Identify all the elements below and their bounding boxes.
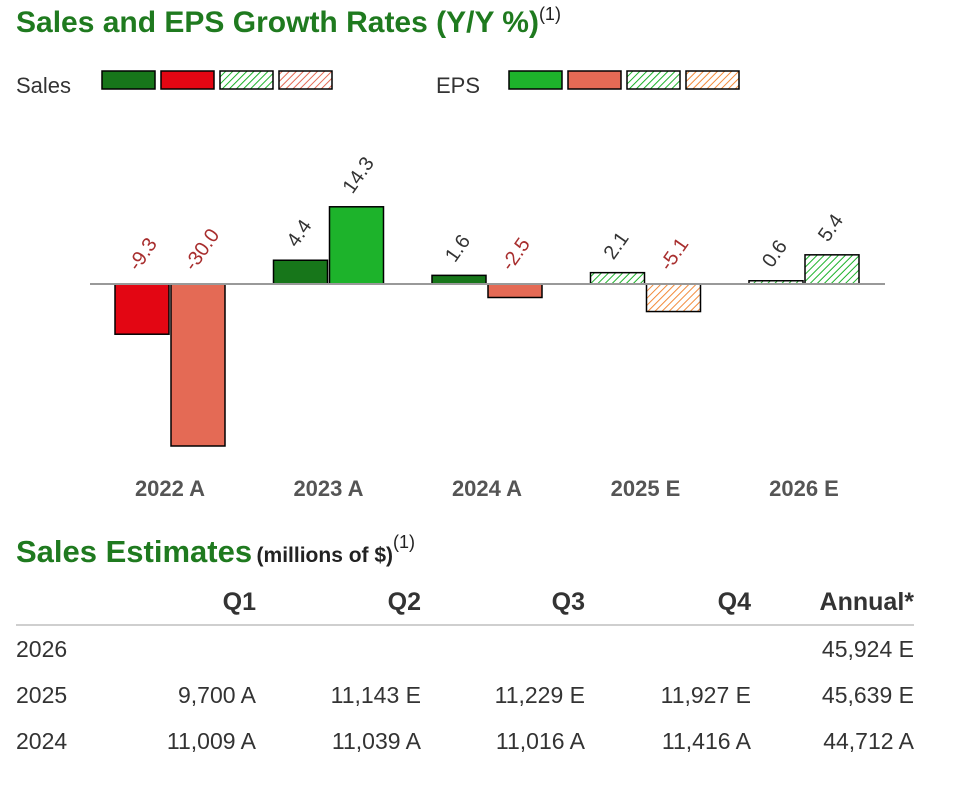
- legend-swatch-sales-actual-neg: [160, 70, 215, 90]
- table-cell: 45,924 E: [821, 635, 914, 662]
- table-cell: 2026: [16, 635, 68, 662]
- table-cell: 45,639 E: [821, 681, 914, 708]
- data-label-sales-4: 0.6: [758, 236, 792, 271]
- chart-bars: [114, 206, 860, 447]
- x-tick-label: 2022 A: [135, 476, 205, 501]
- table-cell: 11,927 E: [660, 681, 751, 708]
- bar-sales-0: [114, 283, 170, 335]
- table-header: Q3: [421, 580, 585, 626]
- legend-eps-label: EPS: [436, 73, 481, 98]
- data-label-eps-4: 5.4: [814, 210, 848, 245]
- growth-bar-chart: -9.3 -30.0 2022 A 4.4 14.3 2023 A 1.6 -2.5 2024 …: [90, 153, 885, 501]
- bar-sales-2: [431, 274, 487, 285]
- sales-estimates-table: Q1 Q2 Q3 Q4 Annual* 2026 45,924 E 2025 9…: [16, 580, 914, 764]
- table-cell: 11,016 A: [495, 727, 585, 754]
- table-cell: 11,229 E: [494, 681, 585, 708]
- bar-sales-3: [589, 271, 646, 285]
- legend-sales-label: Sales: [16, 73, 72, 98]
- legend-swatch-sales-actual-pos: [101, 70, 156, 90]
- table-header-row: Q1 Q2 Q3 Q4 Annual*: [16, 580, 914, 626]
- x-tick-label: 2023 A: [293, 476, 363, 501]
- table-cell: [421, 625, 585, 672]
- chart-title: Sales and EPS Growth Rates (Y/Y %)(1): [16, 4, 561, 39]
- legend-swatch-eps-actual-neg: [567, 70, 622, 90]
- table-header: Q1: [86, 580, 256, 626]
- bar-sales-1: [272, 259, 329, 285]
- legend-swatch-eps-est-neg: [685, 70, 740, 90]
- bar-eps-3: [645, 283, 702, 313]
- data-label-sales-2: 1.6: [441, 231, 475, 266]
- data-label-sales-3: 2.1: [600, 228, 634, 263]
- bar-eps-4: [804, 254, 860, 285]
- bar-eps-1: [328, 206, 385, 285]
- table-cell: [256, 625, 421, 672]
- legend-swatch-sales-est-pos: [219, 70, 274, 90]
- data-label-sales-1: 4.4: [283, 216, 317, 251]
- chart-labels: -9.3 -30.0 2022 A 4.4 14.3 2023 A 1.6 -2.5 2024 …: [124, 153, 848, 501]
- table-header: Q4: [585, 580, 751, 626]
- data-label-eps-2: -2.5: [497, 234, 535, 275]
- sales-estimates-footnote: (1): [393, 532, 416, 552]
- table-cell: 11,039 A: [331, 727, 421, 754]
- data-label-eps-1: 14.3: [339, 153, 379, 198]
- table-cell: 2024: [16, 727, 68, 754]
- table-row: 2026 45,924 E: [16, 625, 914, 672]
- x-tick-label: 2025 E: [611, 476, 681, 501]
- table-header: [16, 580, 86, 626]
- table-cell: 9,700 A: [177, 681, 256, 708]
- table-cell: [86, 625, 256, 672]
- x-tick-label: 2026 E: [769, 476, 839, 501]
- bar-eps-0: [170, 283, 226, 447]
- data-label-sales-0: -9.3: [124, 234, 162, 275]
- legend-sales-swatches: [101, 70, 333, 90]
- table-cell: 11,009 A: [166, 727, 256, 754]
- sales-estimates-title: Sales Estimates: [16, 534, 253, 569]
- data-label-eps-0: -30.0: [180, 225, 224, 275]
- x-tick-label: 2024 A: [452, 476, 522, 501]
- table-cell: 2025: [16, 681, 68, 708]
- legend-swatch-eps-actual-pos: [508, 70, 563, 90]
- table-cell: [585, 625, 751, 672]
- table-row: 2024 11,009 A 11,039 A 11,016 A 11,416 A…: [16, 718, 914, 764]
- legend-swatch-sales-est-neg: [278, 70, 333, 90]
- title-footnote: (1): [538, 4, 561, 24]
- sales-estimates-subtitle: (millions of $): [256, 544, 394, 567]
- table-header: Annual*: [751, 580, 914, 626]
- legend-swatch-eps-est-pos: [626, 70, 681, 90]
- legend-eps-swatches: [508, 70, 740, 90]
- sales-estimates-heading: Sales Estimates (millions of $)(1): [16, 532, 416, 570]
- table-cell: 11,143 E: [330, 681, 421, 708]
- bar-eps-2: [487, 283, 543, 299]
- table-row: 2025 9,700 A 11,143 E 11,229 E 11,927 E …: [16, 672, 914, 718]
- table-cell: 11,416 A: [661, 727, 751, 754]
- table-header: Q2: [256, 580, 421, 626]
- table-cell: 44,712 A: [823, 727, 914, 754]
- data-label-eps-3: -5.1: [656, 234, 694, 275]
